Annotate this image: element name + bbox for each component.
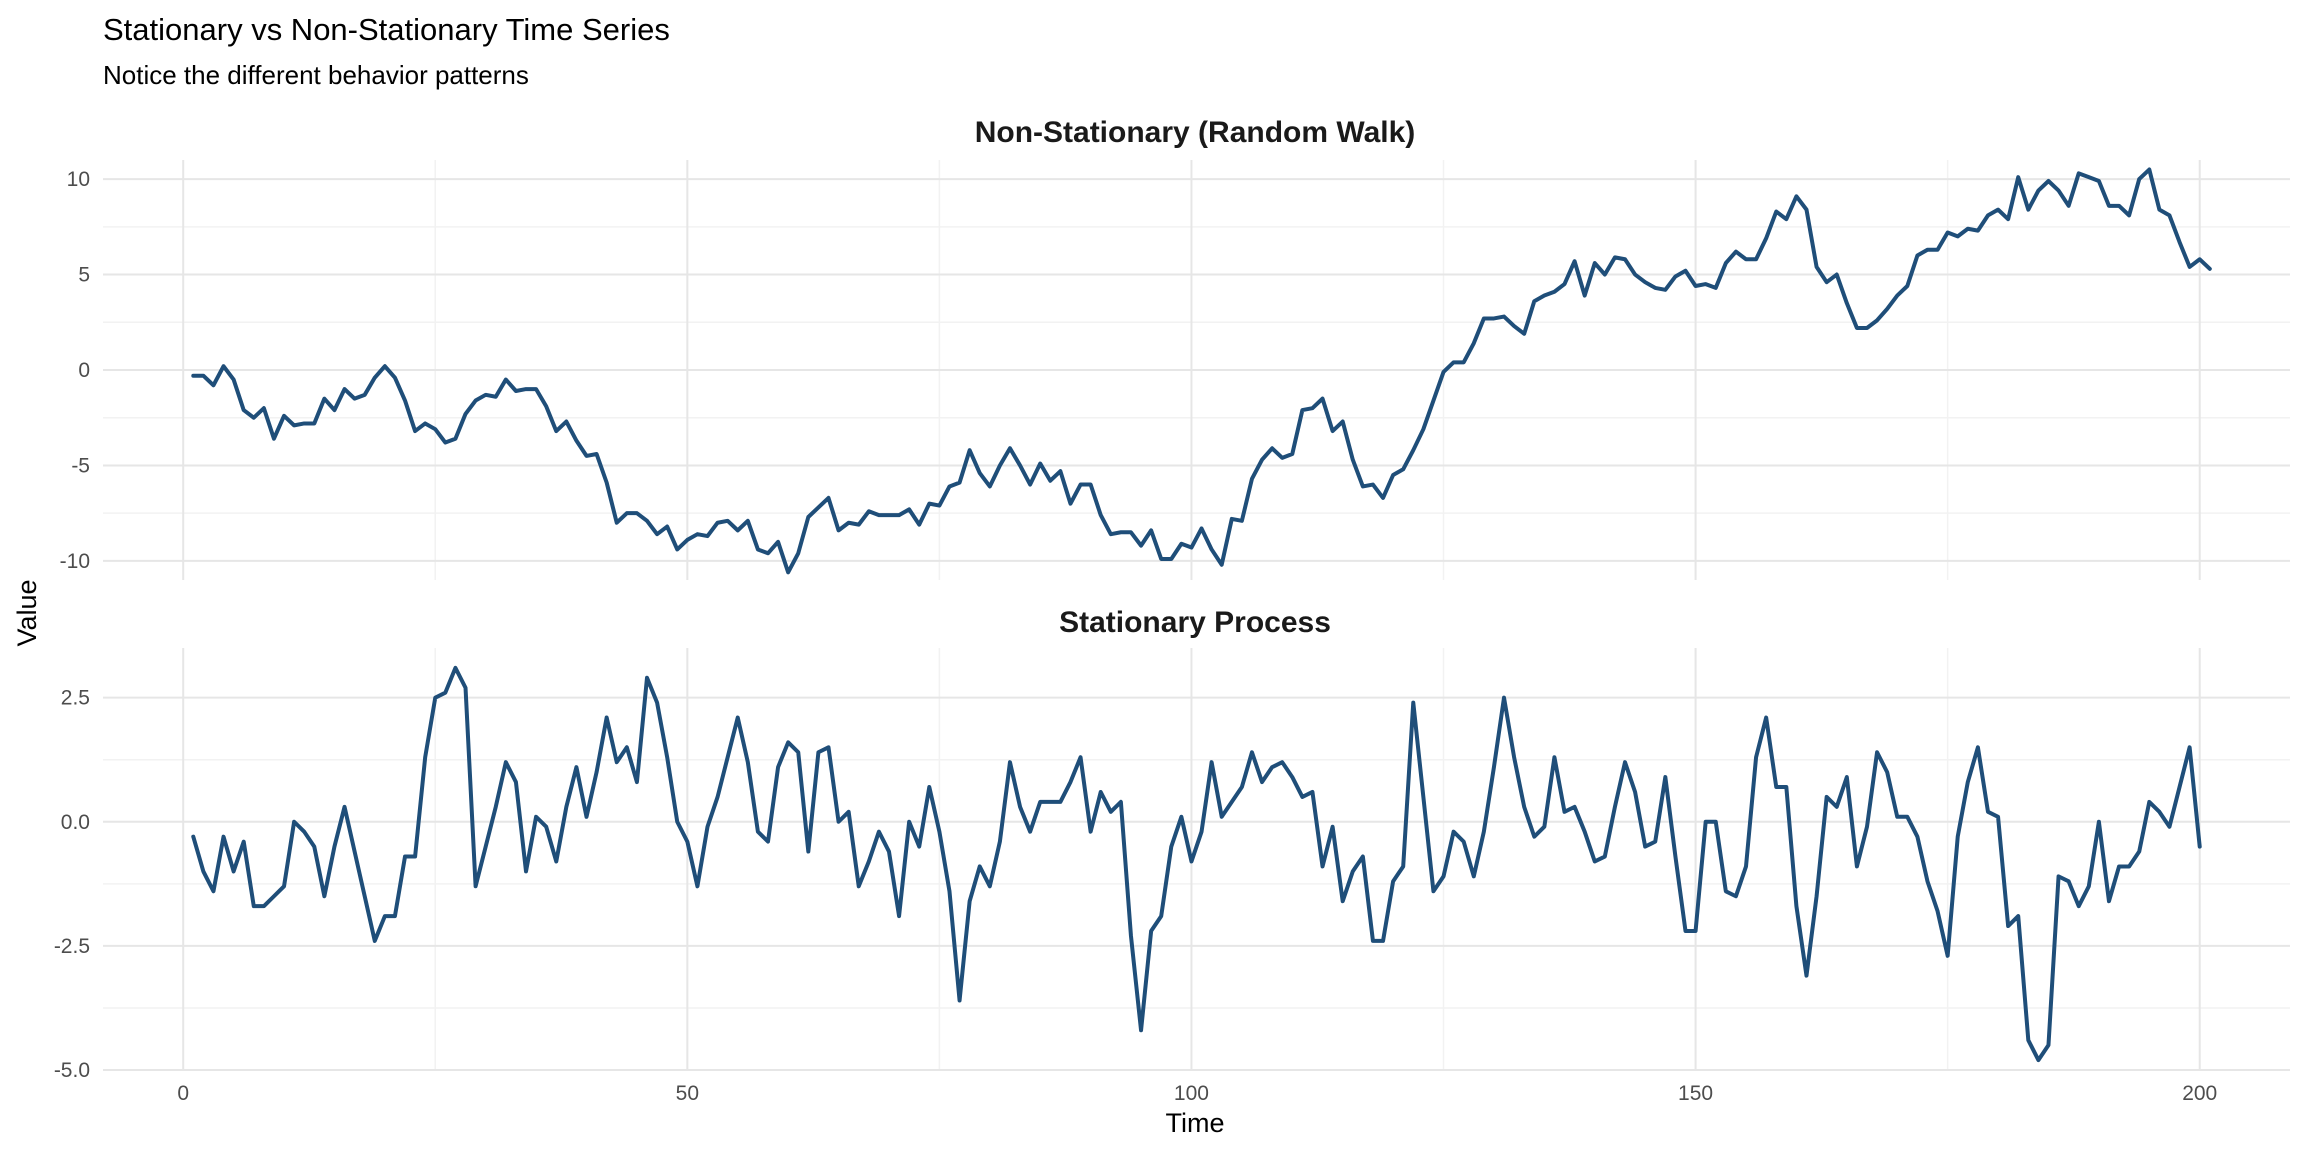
y-axis-label: Value — [12, 579, 42, 646]
y-ticks-stationary: -5.0 -2.5 0.0 2.5 — [54, 687, 90, 1082]
x-tick-label: 200 — [2182, 1082, 2217, 1105]
y-tick-label: 10 — [67, 168, 90, 191]
panel-stationary: Stationary Process -5.0 -2.5 0.0 2.5 — [54, 606, 2290, 1082]
panel-nonstationary: Non-Stationary (Random Walk) -10 -5 0 5 10 — [60, 116, 2290, 580]
grid-nonstationary — [103, 160, 2290, 580]
grid-stationary — [103, 648, 2290, 1071]
x-tick-label: 100 — [1174, 1082, 1209, 1105]
panel-title-nonstationary: Non-Stationary (Random Walk) — [975, 116, 1416, 149]
y-ticks-nonstationary: -10 -5 0 5 10 — [60, 168, 90, 573]
series-line-stationary — [191, 665, 2202, 1063]
x-tick-label: 50 — [676, 1082, 699, 1105]
y-tick-label: 5 — [78, 264, 90, 287]
chart-subtitle: Notice the different behavior patterns — [103, 60, 529, 90]
x-tick-label: 150 — [1678, 1082, 1713, 1105]
x-axis-label: Time — [1166, 1108, 1225, 1138]
y-tick-label: 2.5 — [61, 687, 90, 710]
chart-title: Stationary vs Non-Stationary Time Series — [103, 12, 670, 47]
y-tick-label: -5.0 — [54, 1059, 90, 1082]
y-tick-label: -10 — [60, 550, 90, 573]
y-tick-label: -5 — [71, 454, 90, 477]
x-ticks: 0 50 100 150 200 — [177, 1082, 2217, 1105]
y-tick-label: 0 — [78, 359, 90, 382]
x-tick-label: 0 — [177, 1082, 189, 1105]
y-tick-label: -2.5 — [54, 935, 90, 958]
y-tick-label: 0.0 — [61, 811, 90, 834]
series-line-random-walk — [191, 167, 2212, 575]
panel-title-stationary: Stationary Process — [1059, 606, 1331, 639]
